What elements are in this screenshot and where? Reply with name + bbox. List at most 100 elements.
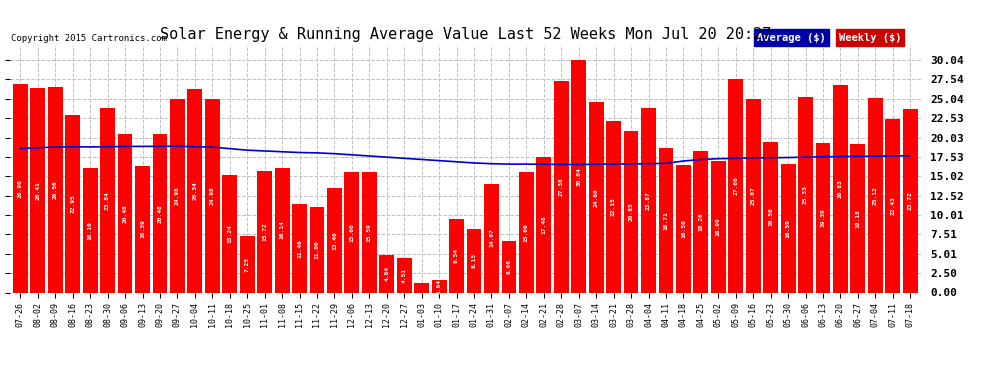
- Bar: [693, 151, 708, 292]
- Bar: [223, 175, 238, 292]
- Bar: [711, 161, 726, 292]
- Bar: [379, 255, 394, 292]
- Text: 22.43: 22.43: [890, 196, 895, 215]
- Text: 15.59: 15.59: [367, 223, 372, 242]
- Bar: [65, 115, 80, 292]
- Bar: [152, 134, 167, 292]
- Text: 9.54: 9.54: [454, 248, 459, 263]
- Bar: [850, 144, 865, 292]
- Text: 20.48: 20.48: [123, 204, 128, 223]
- Bar: [449, 219, 464, 292]
- Bar: [885, 119, 900, 292]
- Text: 26.41: 26.41: [36, 181, 41, 200]
- Bar: [729, 79, 743, 292]
- Bar: [414, 282, 429, 292]
- Bar: [13, 84, 28, 292]
- Text: 24.98: 24.98: [210, 186, 215, 205]
- Text: 26.34: 26.34: [192, 181, 197, 200]
- Text: 11.46: 11.46: [297, 239, 302, 258]
- Bar: [484, 184, 499, 292]
- Text: 11.00: 11.00: [315, 241, 320, 260]
- Text: 23.84: 23.84: [105, 191, 110, 210]
- Text: 30.04: 30.04: [576, 167, 581, 186]
- Bar: [816, 142, 831, 292]
- Text: 15.72: 15.72: [262, 222, 267, 241]
- Bar: [274, 168, 289, 292]
- Bar: [571, 60, 586, 292]
- Text: 16.99: 16.99: [716, 217, 721, 236]
- Text: 7.25: 7.25: [245, 257, 249, 272]
- Text: 4.51: 4.51: [402, 267, 407, 282]
- Bar: [537, 157, 551, 292]
- Bar: [833, 85, 847, 292]
- Bar: [83, 168, 98, 292]
- Bar: [745, 99, 760, 292]
- Bar: [48, 87, 62, 292]
- Text: Copyright 2015 Cartronics.com: Copyright 2015 Cartronics.com: [11, 33, 166, 42]
- Text: 20.85: 20.85: [629, 202, 634, 221]
- Text: 16.39: 16.39: [140, 220, 145, 239]
- Bar: [257, 171, 272, 292]
- Bar: [432, 280, 446, 292]
- Text: 27.60: 27.60: [734, 176, 739, 195]
- Text: 13.46: 13.46: [332, 231, 337, 250]
- Text: 4.84: 4.84: [384, 266, 389, 281]
- Text: 14.07: 14.07: [489, 229, 494, 248]
- Text: 18.71: 18.71: [663, 211, 668, 230]
- Text: 16.14: 16.14: [279, 221, 284, 240]
- Bar: [553, 81, 568, 292]
- Bar: [466, 230, 481, 292]
- Text: 16.10: 16.10: [88, 221, 93, 240]
- Bar: [658, 148, 673, 292]
- Text: 19.39: 19.39: [821, 208, 826, 227]
- Text: 17.48: 17.48: [542, 216, 546, 234]
- Bar: [676, 165, 691, 292]
- Bar: [327, 188, 342, 292]
- Bar: [519, 172, 534, 292]
- Text: 24.60: 24.60: [594, 188, 599, 207]
- Bar: [606, 121, 621, 292]
- Text: 23.72: 23.72: [908, 191, 913, 210]
- Title: Solar Energy & Running Average Value Last 52 Weeks Mon Jul 20 20:27: Solar Energy & Running Average Value Las…: [159, 27, 771, 42]
- Text: 26.83: 26.83: [838, 179, 842, 198]
- Bar: [135, 166, 149, 292]
- Bar: [798, 97, 813, 292]
- Text: 19.50: 19.50: [768, 208, 773, 226]
- Text: 24.98: 24.98: [175, 186, 180, 205]
- Text: 26.90: 26.90: [18, 179, 23, 198]
- Text: 18.26: 18.26: [698, 213, 703, 231]
- Text: 6.66: 6.66: [507, 259, 512, 274]
- Bar: [502, 241, 517, 292]
- Bar: [240, 236, 254, 292]
- Bar: [118, 134, 133, 292]
- Bar: [642, 108, 656, 292]
- Text: 20.48: 20.48: [157, 204, 162, 223]
- Bar: [589, 102, 604, 292]
- Text: 1.64: 1.64: [437, 279, 442, 294]
- Bar: [903, 109, 918, 292]
- Text: 26.56: 26.56: [52, 180, 57, 199]
- Text: 23.87: 23.87: [646, 191, 651, 210]
- Bar: [31, 88, 46, 292]
- Text: 25.07: 25.07: [750, 186, 755, 205]
- Text: 16.59: 16.59: [786, 219, 791, 238]
- Text: Average ($): Average ($): [756, 33, 826, 42]
- Bar: [310, 207, 325, 292]
- Text: 22.95: 22.95: [70, 194, 75, 213]
- Bar: [100, 108, 115, 292]
- Bar: [624, 131, 639, 292]
- Bar: [781, 164, 796, 292]
- Bar: [205, 99, 220, 292]
- Text: 27.38: 27.38: [558, 177, 563, 196]
- Text: 19.18: 19.18: [855, 209, 860, 228]
- Bar: [362, 172, 377, 292]
- Text: 25.12: 25.12: [873, 186, 878, 205]
- Text: 15.60: 15.60: [349, 223, 354, 242]
- Text: 22.15: 22.15: [611, 198, 616, 216]
- Text: 15.60: 15.60: [524, 223, 529, 242]
- Text: 25.33: 25.33: [803, 185, 808, 204]
- Text: 8.15: 8.15: [471, 254, 476, 268]
- Bar: [397, 258, 412, 292]
- Text: 16.50: 16.50: [681, 219, 686, 238]
- Bar: [345, 172, 359, 292]
